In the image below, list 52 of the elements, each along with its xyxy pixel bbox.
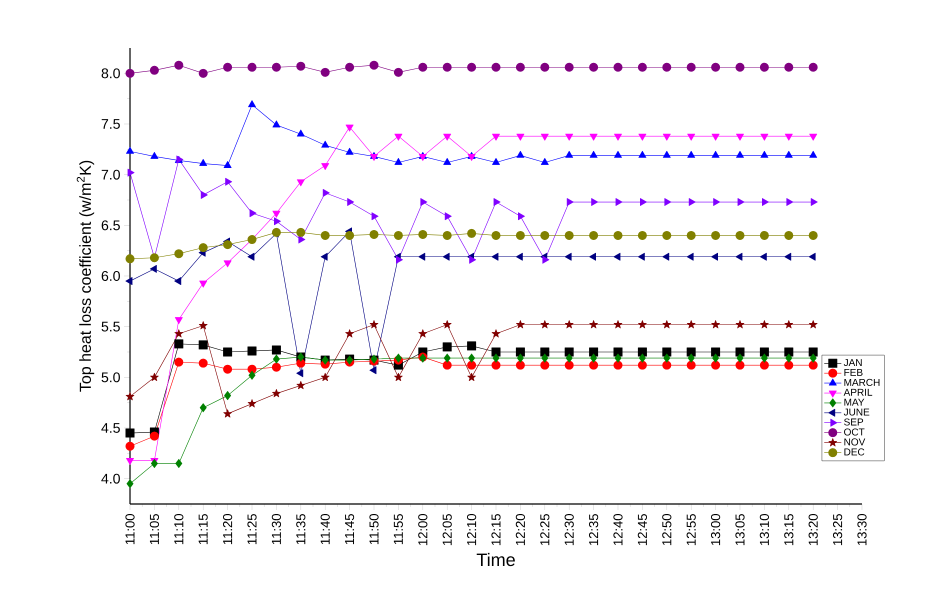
x-tick-label: 11:30 <box>272 514 282 544</box>
x-tick-label: 12:45 <box>638 514 647 546</box>
legend-label: OCT <box>844 428 864 436</box>
x-tick-label: 11:40 <box>320 514 330 544</box>
y-tick-label: 7.5 <box>102 119 120 129</box>
x-tick-label: 12:55 <box>686 514 696 546</box>
x-tick-label: 11:05 <box>150 514 160 544</box>
x-tick-label: 12:15 <box>491 514 501 546</box>
y-tick-label: 6.5 <box>102 220 120 230</box>
x-tick-label: 12:40 <box>613 514 623 546</box>
y-tick-label: 8.0 <box>102 68 120 78</box>
x-tick-label: 13:00 <box>710 514 720 546</box>
x-tick-label: 11:10 <box>174 514 184 544</box>
x-tick-label: 12:25 <box>540 514 550 546</box>
y-tick-label: 5.5 <box>102 322 120 332</box>
legend-label: JAN <box>844 359 862 366</box>
y-axis-title: Top heat loss coefficient (w/m$^{2}$K) <box>76 160 94 392</box>
x-axis-title: Time <box>476 552 515 566</box>
x-tick-label: 11:55 <box>394 514 403 544</box>
x-tick-label: 11:50 <box>369 514 379 544</box>
x-tick-label: 12:35 <box>588 514 598 546</box>
x-tick-label: 12:05 <box>442 514 452 546</box>
legend-label: APRIL <box>844 388 872 396</box>
x-tick-label: 13:20 <box>808 514 818 546</box>
x-tick-label: 13:10 <box>760 514 769 546</box>
legend-label: JUNE <box>844 408 870 416</box>
x-tick-label: 11:20 <box>223 514 232 544</box>
y-tick-label: 4.0 <box>101 474 120 484</box>
x-tick-label: 12:10 <box>466 514 476 546</box>
y-tick-label: 6.0 <box>102 271 120 281</box>
x-tick-label: 11:45 <box>345 514 354 544</box>
legend-label: MARCH <box>844 378 880 386</box>
y-tick-label: 5.0 <box>102 372 120 382</box>
x-tick-label: 12:50 <box>662 514 672 546</box>
x-tick-label: 13:05 <box>735 514 745 546</box>
x-tick-label: 11:35 <box>296 514 306 544</box>
x-tick-label: 13:30 <box>857 514 867 546</box>
x-tick-label: 13:25 <box>832 514 842 546</box>
y-tick-label: 4.5 <box>101 423 120 433</box>
legend-label: SEP <box>844 418 864 426</box>
legend-label: MAY <box>844 398 864 406</box>
x-tick-label: 13:15 <box>784 514 794 546</box>
legend-label: NOV <box>844 438 866 446</box>
x-tick-label: 11:00 <box>125 514 135 544</box>
legend-label: FEB <box>844 368 863 376</box>
y-tick-label: 7.0 <box>102 170 120 180</box>
x-tick-label: 12:00 <box>418 514 428 546</box>
x-tick-label: 12:30 <box>564 514 574 546</box>
x-tick-label: 11:15 <box>198 514 208 544</box>
legend-label: DEC <box>844 448 864 456</box>
x-tick-label: 12:20 <box>516 514 525 546</box>
x-tick-label: 11:25 <box>247 514 257 544</box>
